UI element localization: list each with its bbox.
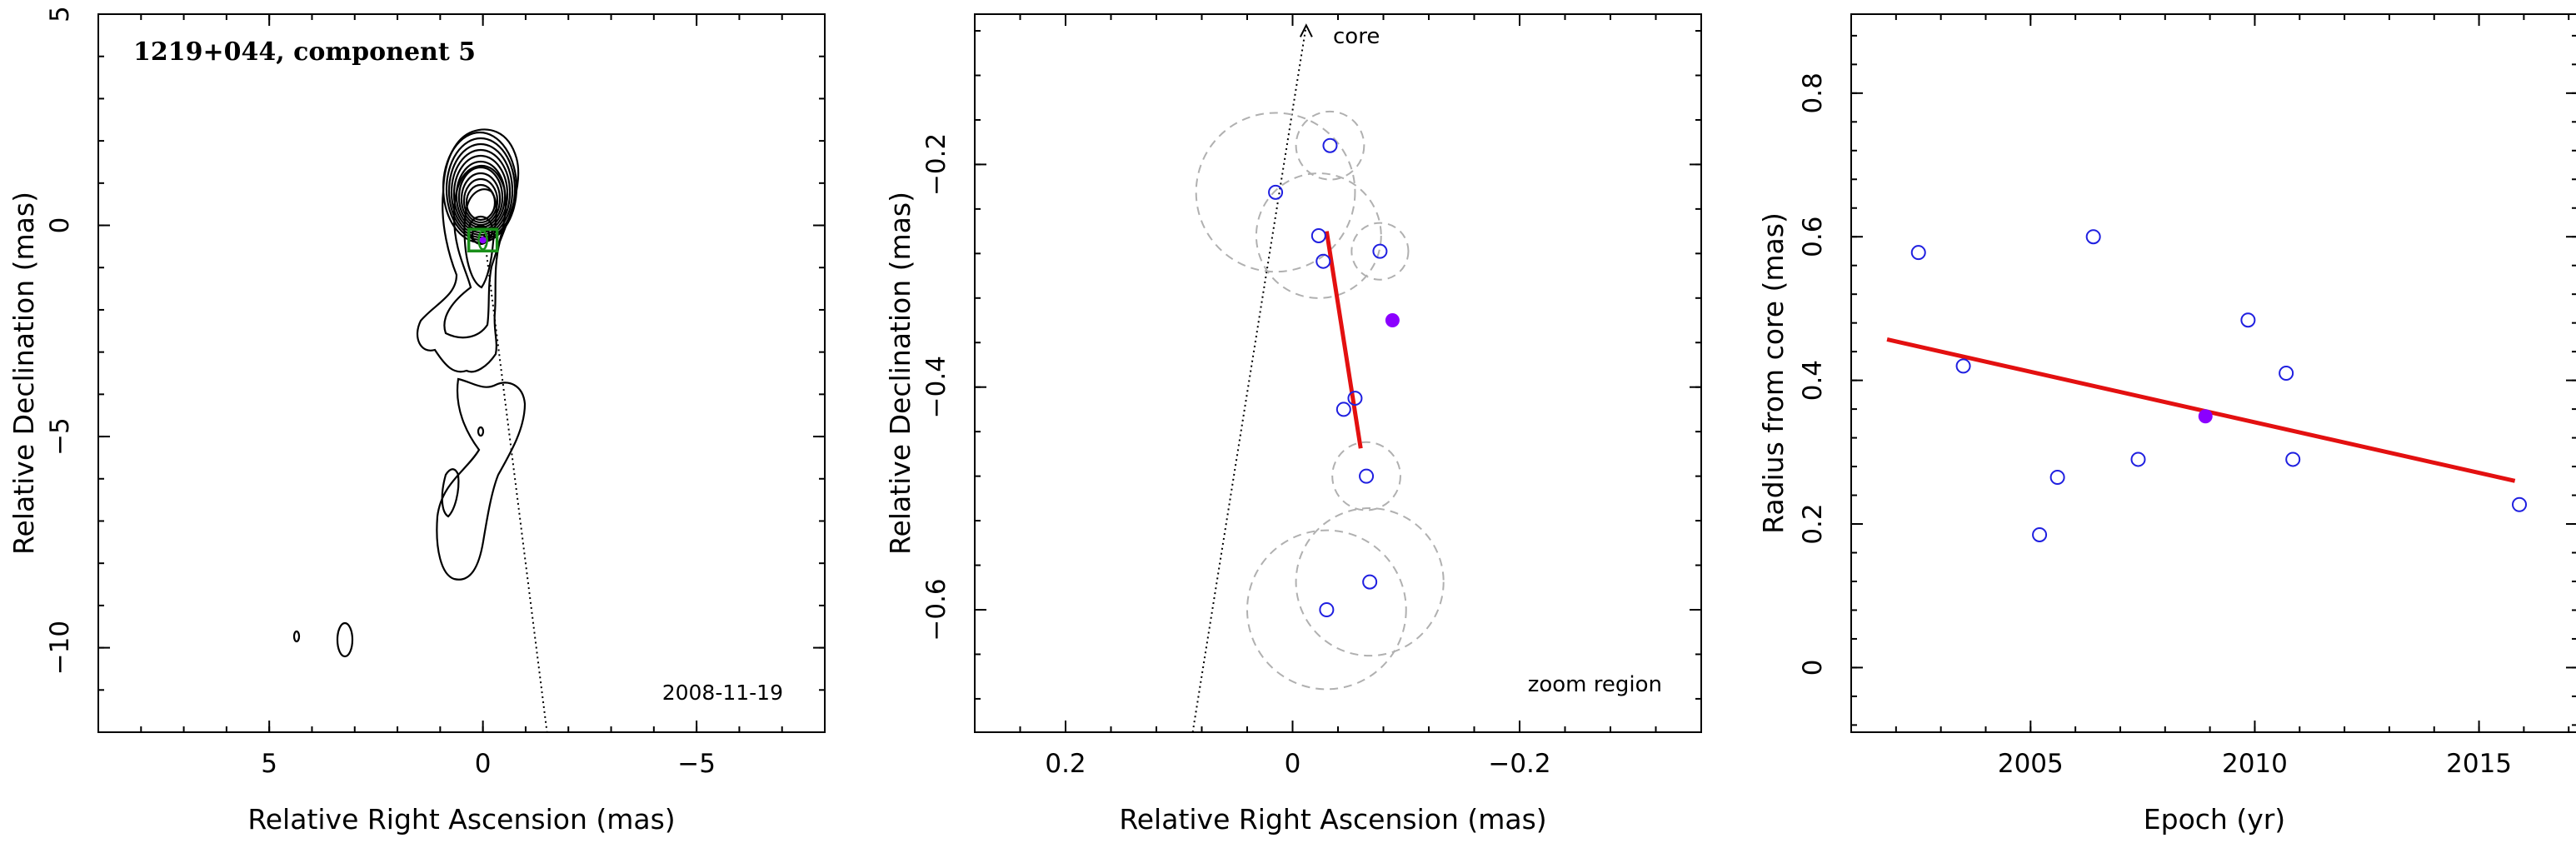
y-tick-label: 0 [45, 217, 75, 234]
contour-ring [462, 177, 499, 224]
y-tick-label: 0.8 [1798, 72, 1828, 113]
y-tick-label: 0 [1798, 660, 1828, 676]
y-axis-label: Relative Declination (mas) [7, 192, 40, 555]
contour-map-panel: 1219+044, component 5 2008-11-19 Relativ… [7, 6, 826, 836]
plot-marks: 0.2 0 −0.2 −0.2 −0.4 −0.6 [921, 14, 1702, 779]
fit-line [1324, 231, 1363, 449]
core-annotation: core [1333, 24, 1380, 49]
x-axis-label: Epoch (yr) [2144, 803, 2285, 836]
data-point [2032, 526, 2048, 542]
size-circle [1295, 507, 1445, 657]
data-point [1359, 468, 1375, 484]
size-circle [1195, 112, 1356, 273]
y-tick-label: 5 [45, 6, 75, 22]
x-axis-label: Relative Right Ascension (mas) [247, 803, 675, 836]
contour-ring [447, 142, 514, 239]
y-tick-label: −0.6 [921, 578, 951, 641]
contour-ring [450, 148, 512, 237]
component-ellipse-marker [477, 230, 488, 251]
y-tick-label: −5 [45, 417, 75, 456]
data-point [2512, 496, 2528, 512]
data-point [1322, 137, 1338, 153]
x-tick-label: 2010 [2222, 749, 2288, 779]
contour-mid [443, 164, 507, 339]
y-tick-label: −0.2 [921, 133, 951, 196]
contour-jet [441, 468, 460, 518]
size-circle [1246, 529, 1407, 691]
data-point [1372, 243, 1388, 259]
data-point [2085, 229, 2101, 245]
fit-line [1886, 337, 2516, 483]
x-tick-label: 2005 [1998, 749, 2064, 779]
contour-mid [463, 188, 497, 289]
contour-jet [436, 377, 527, 581]
y-axis-label: Radius from core (mas) [1757, 212, 1790, 534]
y-tick-label: 0.2 [1798, 503, 1828, 544]
contour-ring [457, 166, 504, 229]
data-point [1362, 574, 1378, 590]
data-point [1315, 253, 1331, 269]
contour-lines [292, 128, 527, 658]
size-circle [1350, 222, 1410, 281]
data-point [1335, 402, 1351, 417]
plot-frame [974, 13, 1702, 733]
plot-frame [1850, 13, 2576, 733]
data-point [1955, 358, 1971, 374]
plot-frame [97, 13, 826, 733]
size-circle [1295, 110, 1365, 181]
data-point [1319, 601, 1335, 617]
x-tick-label: 5 [261, 749, 277, 779]
data-point [1268, 184, 1284, 200]
x-tick-label: 0 [475, 749, 492, 779]
contour-outer [416, 128, 520, 373]
size-circle [1331, 441, 1401, 511]
component-box-marker [467, 227, 499, 253]
data-point [1310, 227, 1326, 243]
y-tick-label: 0.6 [1798, 217, 1828, 257]
chart-title: 1219+044, component 5 [133, 37, 476, 67]
y-tick-label: −0.4 [921, 356, 951, 418]
data-point [2279, 366, 2294, 381]
y-tick-label: −10 [45, 621, 75, 675]
core-direction-line [482, 225, 548, 733]
size-circle [1255, 172, 1382, 299]
x-axis-label: Relative Right Ascension (mas) [1119, 803, 1546, 836]
epoch-date-label: 2008-11-19 [662, 681, 783, 705]
y-tick-label: 0.4 [1798, 360, 1828, 401]
component-dot [479, 237, 487, 244]
data-point [2240, 312, 2256, 328]
highlight-point [1385, 313, 1400, 328]
plot-marks: 5 0 −5 5 0 −5 −10 [45, 6, 826, 779]
contour-blob [292, 630, 301, 643]
data-point [2285, 451, 2301, 467]
contour-blob [477, 426, 485, 437]
contour-blob [336, 621, 354, 658]
data-point [1347, 391, 1363, 407]
highlight-point [2198, 409, 2213, 424]
zoom-region-annotation: zoom region [1528, 672, 1662, 697]
data-point [2049, 469, 2065, 485]
contour-ring [471, 224, 491, 246]
core-arrowhead [1299, 23, 1313, 37]
x-tick-label: 0 [1285, 749, 1301, 779]
radius-epoch-panel: Epoch (yr) Radius from core (mas) 2005 20… [1757, 13, 2576, 836]
zoom-region-panel: Relative Right Ascension (mas) Relative … [884, 13, 1702, 836]
data-point [1910, 245, 1926, 261]
x-tick-label: −5 [677, 749, 716, 779]
plot-marks: 2005 2010 2015 0 0.2 0.4 0.6 0.8 [1798, 14, 2576, 779]
x-tick-label: 0.2 [1045, 749, 1086, 779]
data-point [2130, 451, 2146, 467]
y-axis-label: Relative Declination (mas) [884, 192, 916, 555]
x-tick-label: −0.2 [1488, 749, 1550, 779]
x-tick-label: 2015 [2446, 749, 2512, 779]
